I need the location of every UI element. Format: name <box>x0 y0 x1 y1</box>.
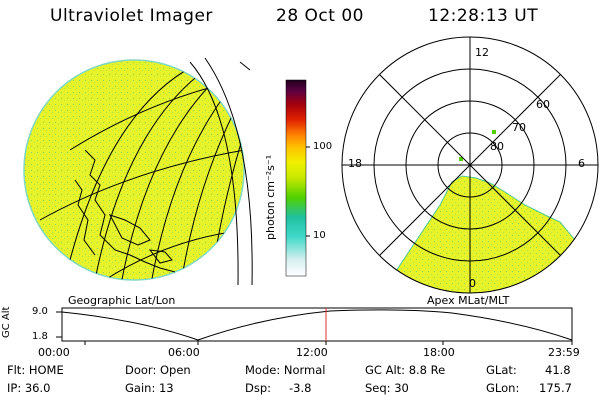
ip-status: IP: 36.0 <box>7 381 51 395</box>
outer-grid-arcs <box>189 57 253 286</box>
time-tick-0000: 00:00 <box>38 346 70 359</box>
altitude-curve <box>61 309 573 341</box>
seq-status: Seq: 30 <box>365 381 409 395</box>
date-label: 28 Oct 00 <box>276 6 364 26</box>
coastline <box>74 149 176 273</box>
gc-alt-status: GC Alt: 8.8 Re <box>365 363 446 377</box>
apex-panel-label: Apex MLat/MLT <box>427 294 510 307</box>
time-tick-1200: 12:00 <box>296 346 328 359</box>
lat-lon-grid <box>39 64 244 280</box>
colorbar-tick-10: 10 <box>313 230 326 241</box>
polar-grid <box>341 36 599 294</box>
mlt-label-0: 0 <box>469 277 476 290</box>
mlt-label-12: 12 <box>475 46 489 59</box>
dsp-status-label: Dsp: <box>245 381 272 395</box>
glon-status-label: GLon: <box>486 381 520 395</box>
geographic-panel-label: Geographic Lat/Lon <box>68 294 176 307</box>
mlat-label-80: 80 <box>490 140 504 153</box>
gc-alt-axis-label: GC Alt <box>1 306 12 338</box>
door-status: Door: Open <box>125 363 191 377</box>
earth-disk <box>23 59 245 281</box>
time-label: 12:28:13 UT <box>428 6 539 26</box>
glat-status-value: 41.8 <box>545 363 571 377</box>
time-tick-2359: 23:59 <box>548 346 580 359</box>
time-tick-1800: 18:00 <box>423 346 455 359</box>
gain-status: Gain: 13 <box>125 381 174 395</box>
mlat-label-70: 70 <box>512 121 526 134</box>
mlt-label-18: 18 <box>348 157 362 170</box>
flight-status: Flt: HOME <box>7 363 64 377</box>
gc-alt-tick-9: 9.0 <box>32 306 48 317</box>
glon-status-value: 175.7 <box>539 381 572 395</box>
colorbar-tick-100: 100 <box>313 141 333 152</box>
glat-status-label: GLat: <box>486 363 517 377</box>
time-tick-0600: 06:00 <box>168 346 200 359</box>
mode-status: Mode: Normal <box>245 363 326 377</box>
instrument-title: Ultraviolet Imager <box>50 6 213 26</box>
gc-alt-tick-1-8: 1.8 <box>32 331 48 342</box>
mlt-label-6: 6 <box>578 157 585 170</box>
dsp-status-value: -3.8 <box>289 381 312 395</box>
mlat-label-60: 60 <box>536 98 550 111</box>
